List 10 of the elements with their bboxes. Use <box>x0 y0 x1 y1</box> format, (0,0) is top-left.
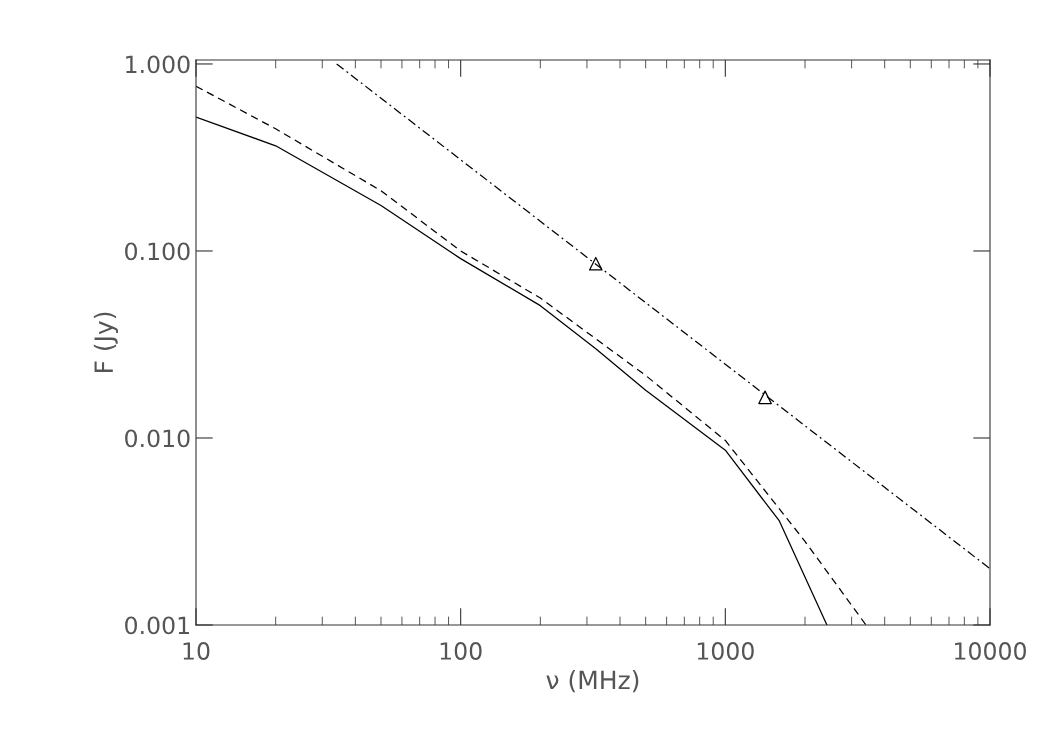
x-tick-label: 10000 <box>955 642 1026 660</box>
y-tick-label: 1.000 <box>126 55 190 74</box>
x-tick-label: 100 <box>440 642 482 660</box>
x-axis-title: ν (MHz) <box>546 670 639 693</box>
x-tick-label: 1000 <box>697 642 754 660</box>
y-tick-label: 0.001 <box>125 616 189 635</box>
y-tick-label: 0.100 <box>125 242 190 261</box>
x-tick-label: 10 <box>183 642 210 660</box>
y-tick-label: 0.010 <box>125 429 190 448</box>
y-axis-title: F (Jy) <box>93 312 118 373</box>
